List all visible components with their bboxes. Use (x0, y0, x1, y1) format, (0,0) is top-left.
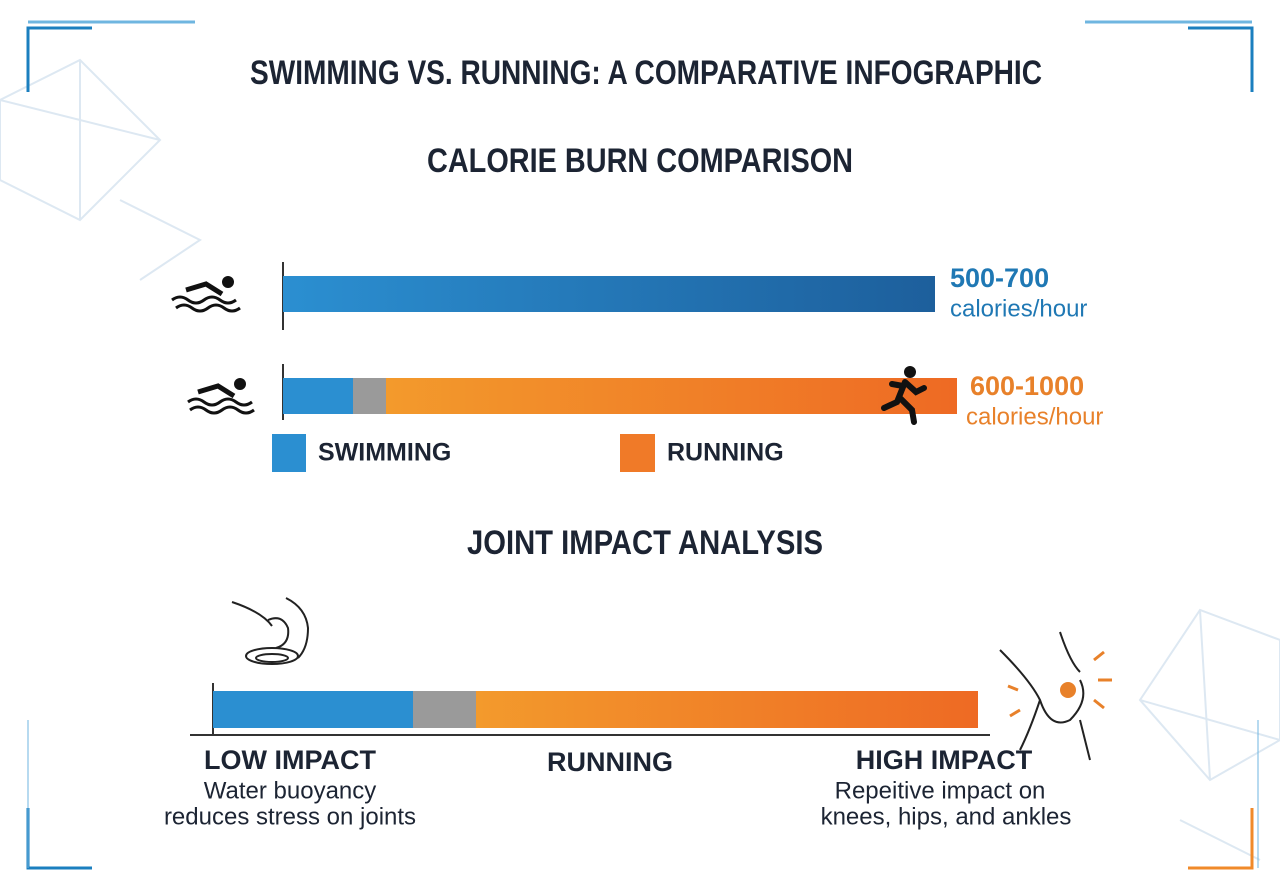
bar-segment (213, 691, 413, 728)
legend-label: SWIMMING (318, 439, 451, 467)
running-bar (386, 378, 957, 414)
legend-swatch (272, 434, 306, 472)
knee-water-icon (231, 597, 310, 665)
running-unit: calories/hour (966, 403, 1103, 430)
bar-segment (476, 691, 978, 728)
bar-segment (283, 378, 353, 414)
knee-impact-icon (999, 631, 1112, 761)
section-heading: JOINT IMPACT ANALYSIS (467, 524, 823, 562)
bar-segment (353, 378, 386, 414)
legend-swatch (620, 434, 655, 472)
legend-label: RUNNING (667, 439, 784, 467)
run-icon (881, 366, 927, 425)
corner-frames (26, 20, 1259, 870)
middle-label: RUNNING (547, 747, 673, 777)
high-impact-description: knees, hips, and ankles (821, 803, 1072, 830)
section-heading: CALORIE BURN COMPARISON (427, 142, 853, 180)
bar-segment (413, 691, 476, 728)
low-impact-label: LOW IMPACT (204, 745, 376, 775)
low-impact-description: Water buoyancy (204, 777, 377, 804)
swimming-range: 500-700 (950, 263, 1049, 293)
high-impact-description: Repeitive impact on (835, 777, 1046, 804)
swimming-unit: calories/hour (950, 295, 1087, 322)
high-impact-label: HIGH IMPACT (856, 745, 1033, 775)
background-decor (0, 58, 1280, 861)
swim-icon (171, 276, 255, 415)
running-range: 600-1000 (970, 371, 1084, 401)
title: SWIMMING VS. RUNNING: A COMPARATIVE INFO… (250, 54, 1042, 92)
low-impact-description: reduces stress on joints (164, 803, 416, 830)
swimming-bar (283, 276, 935, 312)
